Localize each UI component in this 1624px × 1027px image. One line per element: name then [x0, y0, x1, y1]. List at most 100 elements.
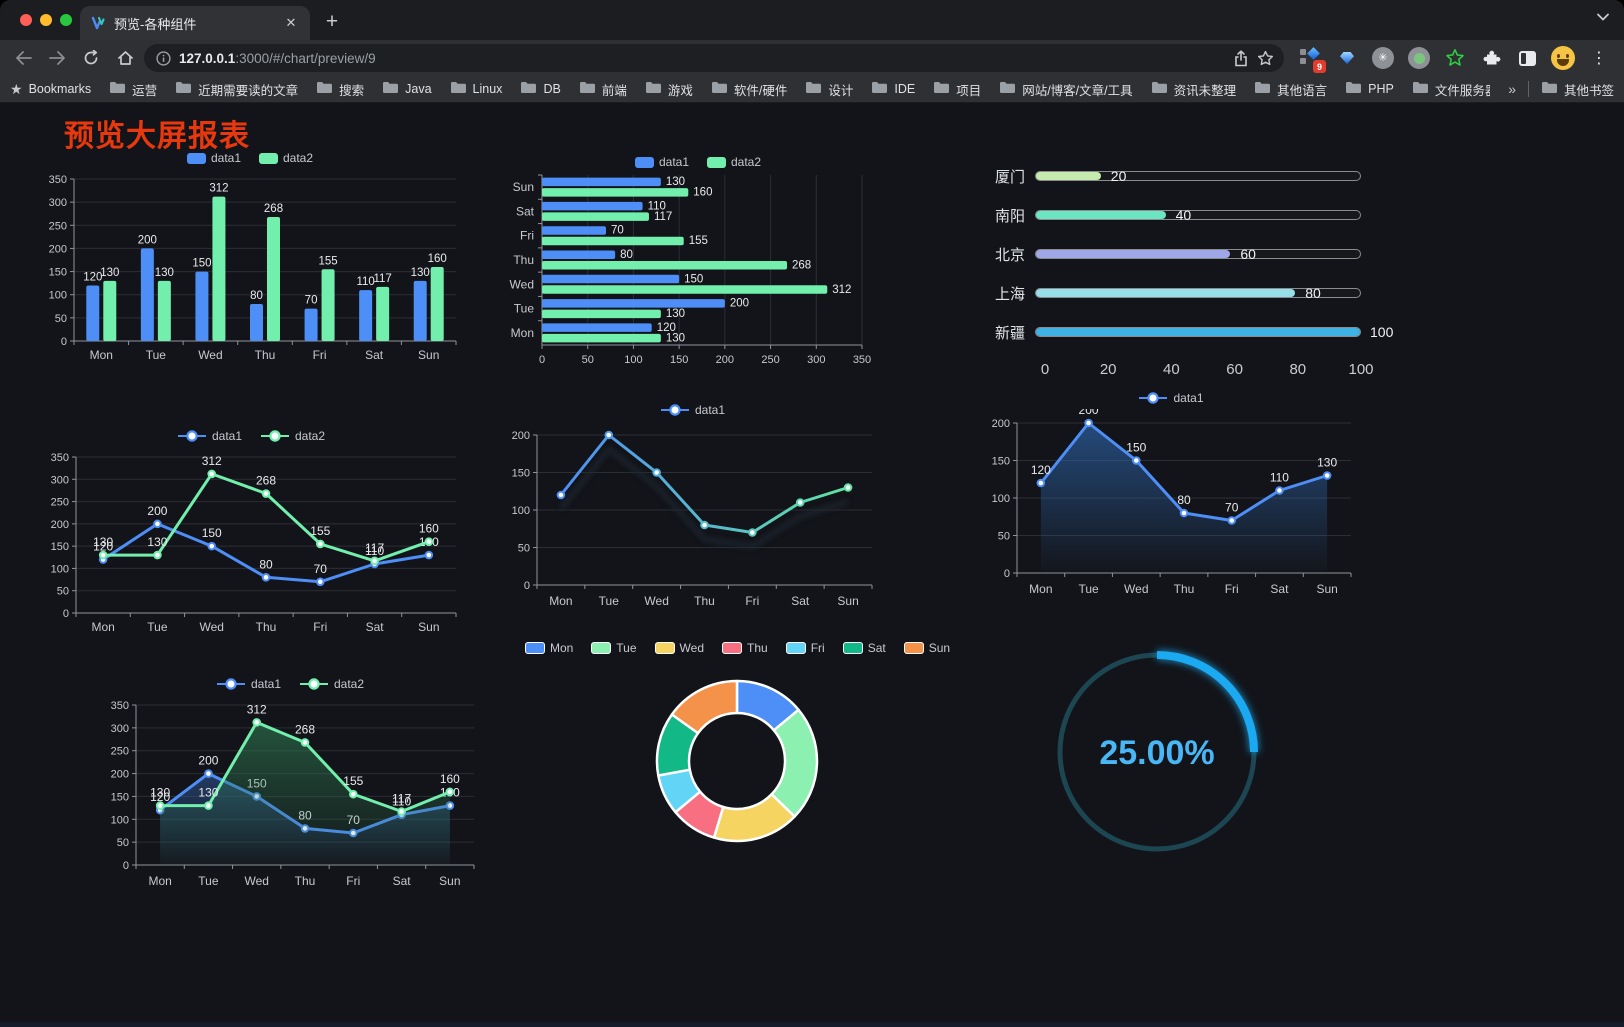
- bookmark-folder-4[interactable]: Linux: [450, 80, 502, 99]
- legend-item-sun[interactable]: Sun: [903, 641, 950, 655]
- svg-text:Wed: Wed: [199, 620, 223, 634]
- svg-text:300: 300: [111, 723, 129, 735]
- legend-label: data1: [658, 155, 689, 169]
- bookmark-folder-label: 软件/硬件: [733, 83, 788, 98]
- bookmark-folder-13[interactable]: 资讯未整理: [1151, 80, 1236, 99]
- bookmark-folder-8[interactable]: 软件/硬件: [711, 80, 787, 99]
- svg-text:Wed: Wed: [1124, 582, 1148, 596]
- reload-button[interactable]: [76, 43, 106, 73]
- svg-text:312: 312: [202, 454, 222, 468]
- legend-item-sat[interactable]: Sat: [842, 641, 886, 655]
- close-window-button[interactable]: [20, 14, 32, 26]
- side-panel-icon[interactable]: [1514, 45, 1540, 71]
- browser-tab[interactable]: 预览-各种组件 ✕: [80, 6, 310, 40]
- home-button[interactable]: [110, 43, 140, 73]
- bookmark-folder-10[interactable]: IDE: [871, 80, 915, 99]
- new-tab-button[interactable]: +: [325, 10, 339, 33]
- legend-item-data1[interactable]: data1: [177, 429, 242, 443]
- legend-item-thu[interactable]: Thu: [722, 641, 768, 655]
- progress-track: 100: [1035, 324, 1393, 340]
- bookmark-folder-1[interactable]: 近期需要读的文章: [175, 80, 298, 99]
- bookmark-folder-14[interactable]: 其他语言: [1254, 80, 1327, 99]
- bookmarks-overflow-chevron[interactable]: »: [1508, 81, 1516, 97]
- url-text[interactable]: 127.0.0.1:3000/#/chart/preview/9: [179, 51, 1225, 66]
- bookmark-folder-0[interactable]: 运营: [109, 80, 157, 99]
- chart-legend: data1 data2: [100, 673, 480, 695]
- legend-item-data2[interactable]: data2: [299, 677, 364, 691]
- svg-text:300: 300: [807, 354, 825, 366]
- legend-item-data1[interactable]: data1: [216, 677, 281, 691]
- recorder-extension-icon[interactable]: [1406, 45, 1432, 71]
- legend-item-wed[interactable]: Wed: [654, 641, 704, 655]
- legend-item-data1[interactable]: data1: [634, 155, 689, 169]
- svg-text:268: 268: [256, 474, 276, 488]
- svg-text:Mon: Mon: [511, 326, 534, 340]
- legend-swatch: [634, 156, 654, 168]
- menu-kebab-icon[interactable]: ⋮: [1591, 50, 1607, 67]
- legend-item-data1[interactable]: data1: [660, 403, 725, 417]
- profile-avatar[interactable]: [1550, 45, 1576, 71]
- svg-text:Wed: Wed: [198, 348, 222, 362]
- svg-text:117: 117: [373, 273, 391, 285]
- green-star-extension-icon[interactable]: [1442, 45, 1468, 71]
- bookmark-folder-16[interactable]: 文件服务器: [1412, 80, 1490, 99]
- other-bookmarks-folder[interactable]: 其他书签: [1541, 80, 1614, 99]
- legend-item-mon[interactable]: Mon: [524, 641, 573, 655]
- svg-text:50: 50: [55, 313, 67, 325]
- legend-item-tue[interactable]: Tue: [591, 641, 637, 655]
- svg-text:150: 150: [51, 541, 69, 553]
- chart-legend: data1 data2: [40, 147, 460, 169]
- tab-close-icon[interactable]: ✕: [285, 15, 297, 30]
- legend-item-data2[interactable]: data2: [259, 151, 313, 165]
- bookmarks-right-group: » 其他书签: [1508, 80, 1614, 99]
- address-bar[interactable]: 127.0.0.1:3000/#/chart/preview/9: [144, 44, 1284, 72]
- area-dual-svg: 0 50 100 150 200 250 300 350 Mon Tue Wed Thu Fri Sat S…: [111, 700, 475, 888]
- vue-devtools-icon[interactable]: [1334, 45, 1360, 71]
- svg-text:110: 110: [1270, 471, 1289, 485]
- traffic-lights: [6, 0, 86, 40]
- gauge-percent-svg: 25.00%: [1057, 650, 1259, 852]
- bookmark-star-icon[interactable]: [1257, 50, 1274, 66]
- extension-grid-icon[interactable]: 9: [1298, 45, 1326, 73]
- donut-slice-sun[interactable]: [670, 679, 739, 735]
- site-info-icon[interactable]: [156, 50, 171, 66]
- bookmark-folder-label: 其他语言: [1277, 83, 1328, 98]
- chart-legend: data1: [505, 399, 880, 421]
- legend-item-data1[interactable]: data1: [186, 151, 241, 165]
- bookmark-folder-6[interactable]: 前端: [579, 80, 627, 99]
- legend-item-data2[interactable]: data2: [260, 429, 325, 443]
- forward-button[interactable]: [42, 43, 72, 73]
- extensions-puzzle-icon[interactable]: [1478, 45, 1504, 71]
- legend-item-data2[interactable]: data2: [707, 155, 761, 169]
- svg-text:250: 250: [761, 354, 779, 366]
- svg-text:150: 150: [192, 258, 211, 270]
- share-icon[interactable]: [1233, 49, 1249, 67]
- bookmark-folder-15[interactable]: PHP: [1345, 80, 1394, 99]
- extensions-row: 9 ✳ ⋮: [1288, 45, 1616, 73]
- legend-item-fri[interactable]: Fri: [785, 641, 825, 655]
- svg-text:117: 117: [392, 792, 411, 806]
- bookmark-folder-3[interactable]: Java: [382, 80, 432, 99]
- zoom-window-button[interactable]: [60, 14, 72, 26]
- legend-swatch: [259, 152, 278, 164]
- bookmark-folder-9[interactable]: 设计: [805, 80, 853, 99]
- svg-text:0: 0: [63, 608, 69, 620]
- bookmark-folder-5[interactable]: DB: [520, 80, 561, 99]
- legend-item-data1[interactable]: data1: [1138, 391, 1204, 405]
- tab-search-chevron-icon[interactable]: [1596, 12, 1610, 22]
- back-button[interactable]: [8, 43, 38, 73]
- bookmark-folder-2[interactable]: 搜索: [316, 80, 364, 99]
- svg-text:70: 70: [305, 295, 318, 307]
- bookmark-folder-7[interactable]: 游戏: [645, 80, 693, 99]
- bookmarks-manager-item[interactable]: ★ Bookmarks: [10, 81, 91, 98]
- svg-text:155: 155: [689, 235, 708, 247]
- progress-row-3: 上海 80: [985, 285, 1361, 303]
- progress-row-2: 北京 60: [985, 246, 1361, 264]
- minimize-window-button[interactable]: [40, 14, 52, 26]
- bookmark-folder-12[interactable]: 网站/博客/文章/工具: [999, 80, 1133, 99]
- svg-text:130: 130: [666, 308, 685, 320]
- svg-text:200: 200: [716, 354, 734, 366]
- bookmark-folder-11[interactable]: 项目: [933, 80, 981, 99]
- svg-text:130: 130: [666, 332, 685, 344]
- command-extension-icon[interactable]: ✳: [1370, 45, 1396, 71]
